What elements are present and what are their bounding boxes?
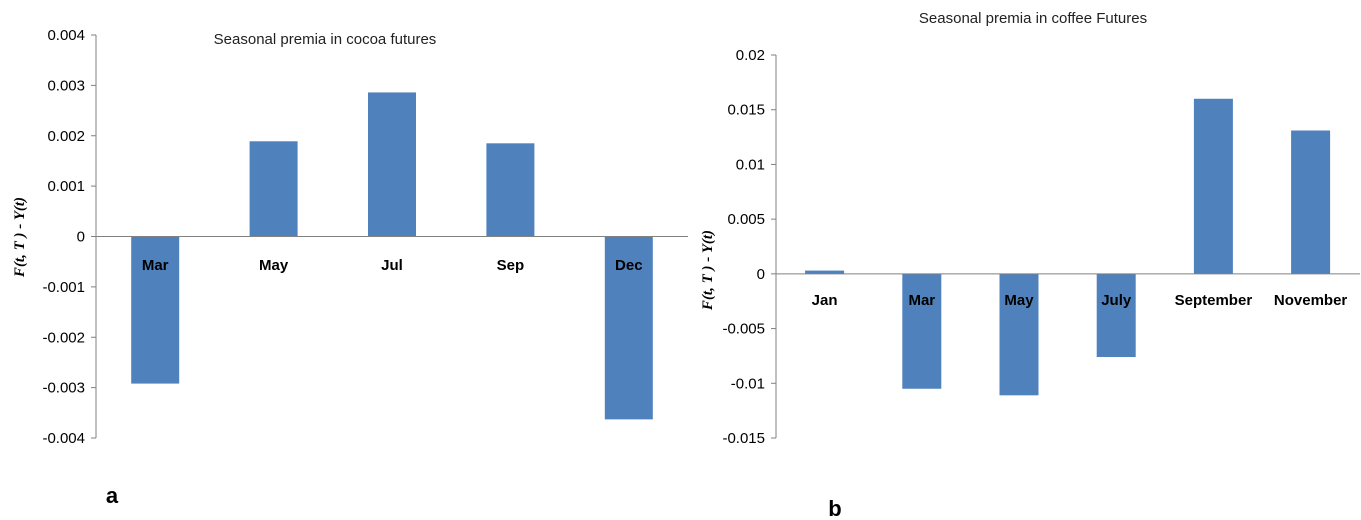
- chart-a-title: Seasonal premia in cocoa futures: [214, 31, 437, 48]
- chart-b-y-axis-label: F(t, T ) - Y(t): [700, 230, 716, 311]
- chart-b-bar-jan: [805, 270, 845, 274]
- chart-a-y-tick-label: 0.001: [47, 178, 85, 195]
- chart-b-category-label: September: [1175, 292, 1253, 309]
- chart-a-y-tick-label: -0.003: [42, 380, 85, 397]
- chart-b-y-tick-label: -0.005: [722, 321, 765, 338]
- chart-a-bar-may: [249, 141, 298, 237]
- chart-a-bar-sep: [486, 143, 535, 237]
- chart-b-y-tick-label: -0.01: [731, 375, 765, 392]
- chart-a-panel-label: a: [106, 483, 119, 508]
- chart-a-bar-mar: [131, 236, 180, 384]
- chart-b-bar-november: [1291, 130, 1331, 274]
- chart-b-category-label: November: [1274, 292, 1348, 309]
- chart-b-bar-mar: [902, 273, 942, 389]
- chart-b-panel-label: b: [828, 496, 841, 520]
- chart-a-category-label: Dec: [615, 257, 643, 274]
- chart-a-y-tick-label: 0.003: [47, 77, 85, 94]
- chart-a-category-label: Jul: [381, 257, 403, 274]
- chart-b-y-tick-label: 0.015: [727, 102, 765, 119]
- chart-b-bar-september: [1193, 98, 1233, 274]
- chart-a-bar-dec: [604, 236, 653, 420]
- chart-b-bar-may: [999, 273, 1039, 396]
- chart-a-y-tick-label: -0.004: [42, 430, 85, 447]
- chart-b-y-tick-label: 0: [757, 266, 765, 283]
- chart-a-category-label: Mar: [142, 257, 169, 274]
- chart-b-category-label: Mar: [908, 292, 935, 309]
- chart-b-y-tick-label: -0.015: [722, 430, 765, 447]
- chart-b-title: Seasonal premia in coffee Futures: [919, 10, 1147, 27]
- chart-b-category-label: Jan: [812, 292, 838, 309]
- chart-b-category-label: May: [1004, 292, 1034, 309]
- chart-a-y-tick-label: -0.002: [42, 329, 85, 346]
- chart-a-bar-jul: [368, 92, 416, 237]
- chart-a-y-tick-label: 0.004: [47, 27, 85, 44]
- chart-a-y-tick-label: 0: [77, 229, 85, 246]
- chart-a-category-label: Sep: [497, 257, 525, 274]
- chart-b-y-tick-label: 0.005: [727, 211, 765, 228]
- chart-a-y-axis-label: F(t, T ) - Y(t): [12, 197, 28, 278]
- chart-a-y-tick-label: 0.002: [47, 128, 85, 145]
- chart-a-y-tick-label: -0.001: [42, 279, 85, 296]
- chart-b-category-label: July: [1101, 292, 1132, 309]
- chart-b-y-tick-label: 0.01: [736, 156, 765, 173]
- chart-b-y-tick-label: 0.02: [736, 47, 765, 64]
- chart-a-category-label: May: [259, 257, 289, 274]
- chart-b-bar-july: [1096, 273, 1136, 358]
